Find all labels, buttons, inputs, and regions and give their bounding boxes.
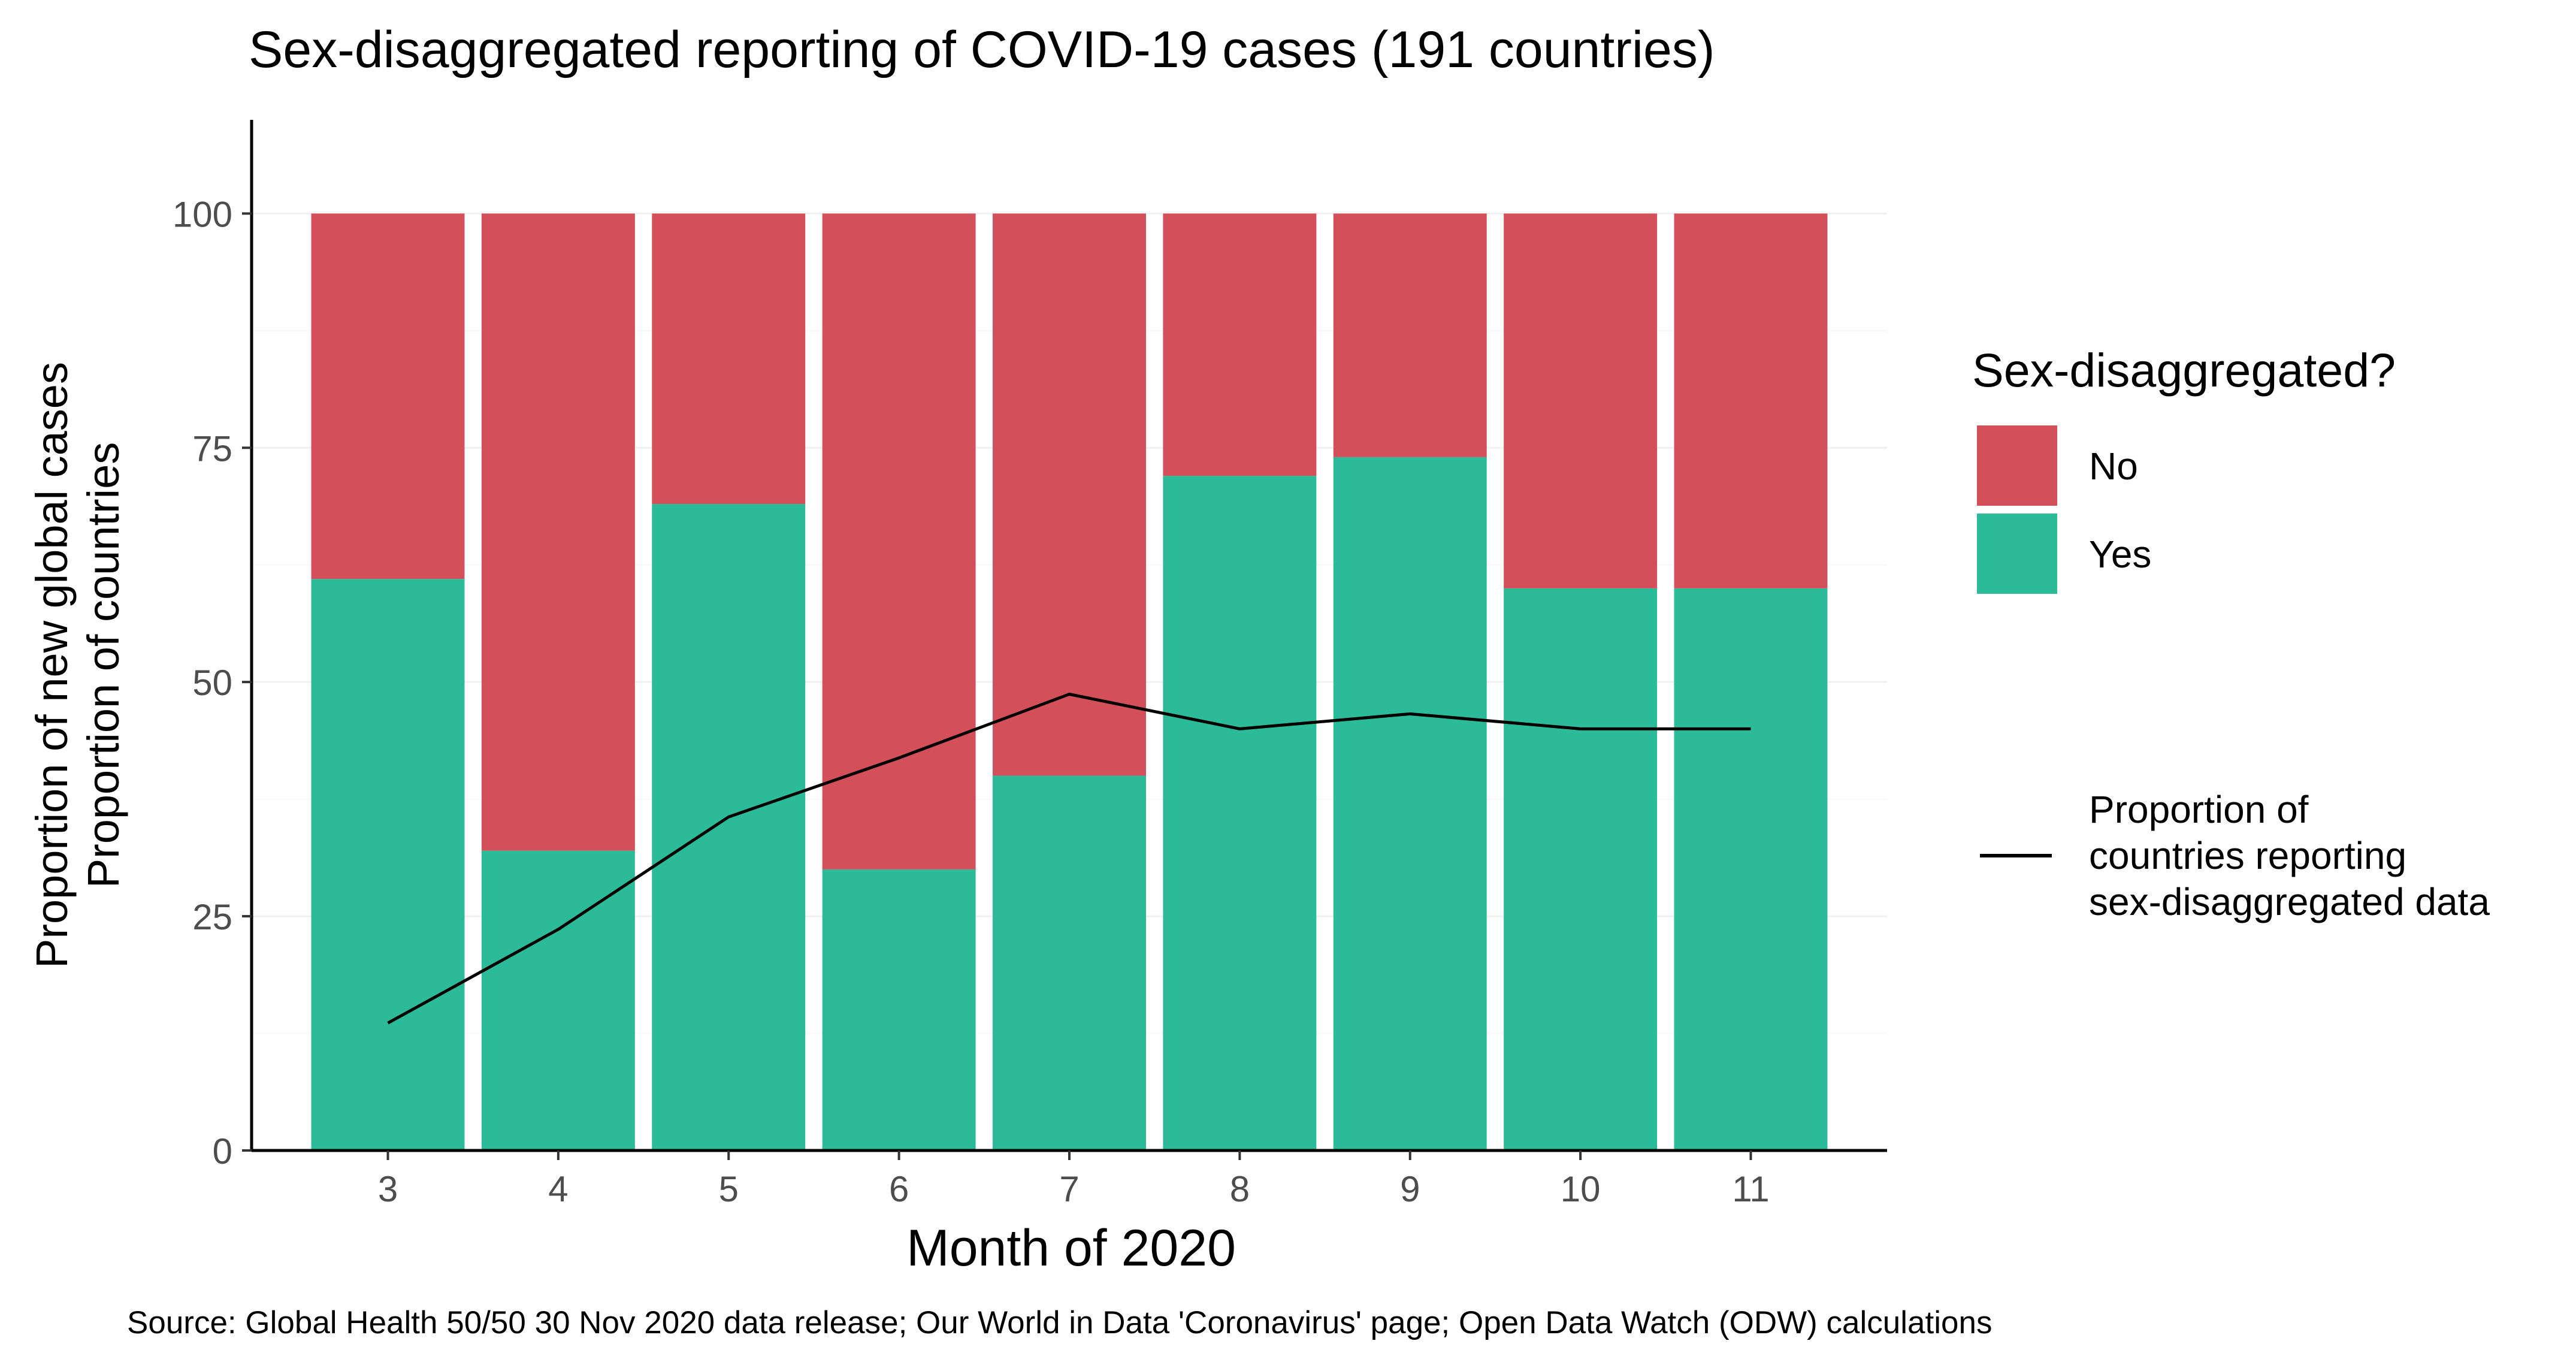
source-caption: Source: Global Health 50/50 30 Nov 2020 …: [127, 1305, 1992, 1340]
bar-yes-4: [481, 850, 635, 1150]
y-axis-label-line-2: Proportion of countries: [78, 442, 128, 889]
countries-reporting-line: [387, 693, 1751, 1025]
bar-yes-9: [1333, 457, 1487, 1150]
legend-key-no: [1977, 425, 2057, 506]
y-tick-label: 25: [192, 897, 232, 937]
y-tick-label: 100: [173, 194, 232, 234]
legend-line-label-1: Proportion of: [2089, 788, 2309, 831]
x-tick-label: 8: [1230, 1169, 1250, 1209]
y-tick-label: 75: [192, 428, 232, 469]
x-tick-label: 3: [378, 1169, 398, 1209]
bar-no-9: [1333, 213, 1487, 457]
bar-no-7: [993, 213, 1146, 776]
legend-label-no: No: [2089, 445, 2138, 488]
x-axis-label: Month of 2020: [906, 1219, 1236, 1277]
bar-no-4: [481, 213, 635, 851]
x-tick-label: 4: [548, 1169, 568, 1209]
x-tick-label: 11: [1732, 1169, 1769, 1209]
bar-yes-7: [993, 775, 1146, 1150]
legend-line-label-2: countries reporting: [2089, 834, 2406, 877]
bar-no-10: [1504, 213, 1658, 588]
legend-title: Sex-disaggregated?: [1972, 343, 2396, 397]
legend-label-yes: Yes: [2089, 533, 2151, 576]
bar-yes-8: [1163, 476, 1317, 1150]
legend-line-label-3: sex-disaggregated data: [2089, 880, 2490, 923]
bar-no-11: [1674, 213, 1828, 588]
bar-yes-3: [311, 579, 465, 1150]
x-axis-ticks: 3 4 5 6 7 8 9 10 11: [378, 1150, 1770, 1209]
x-tick-label: 7: [1059, 1169, 1079, 1209]
y-axis-label-line-1: Proportion of new global cases: [27, 362, 77, 968]
bar-yes-11: [1674, 588, 1828, 1150]
bar-yes-5: [652, 504, 806, 1151]
bar-no-6: [822, 213, 976, 869]
x-tick-label: 10: [1561, 1169, 1601, 1209]
bars: [311, 213, 1828, 1151]
bar-no-3: [311, 213, 465, 579]
x-tick-label: 6: [889, 1169, 909, 1209]
legend: Sex-disaggregated? No Yes Proportion of …: [1972, 343, 2490, 923]
bar-yes-10: [1504, 588, 1658, 1150]
x-tick-label: 9: [1400, 1169, 1420, 1209]
y-tick-label: 50: [192, 663, 232, 703]
y-axis-ticks: 0 25 50 75 100: [173, 194, 252, 1171]
bar-no-5: [652, 213, 806, 505]
y-tick-label: 0: [213, 1131, 232, 1171]
chart-title: Sex-disaggregated reporting of COVID-19 …: [249, 21, 1715, 78]
x-tick-label: 5: [719, 1169, 739, 1209]
bar-no-8: [1163, 213, 1317, 476]
trend-line: [387, 693, 1751, 1025]
bar-yes-6: [822, 869, 976, 1150]
legend-key-yes: [1977, 514, 2057, 594]
